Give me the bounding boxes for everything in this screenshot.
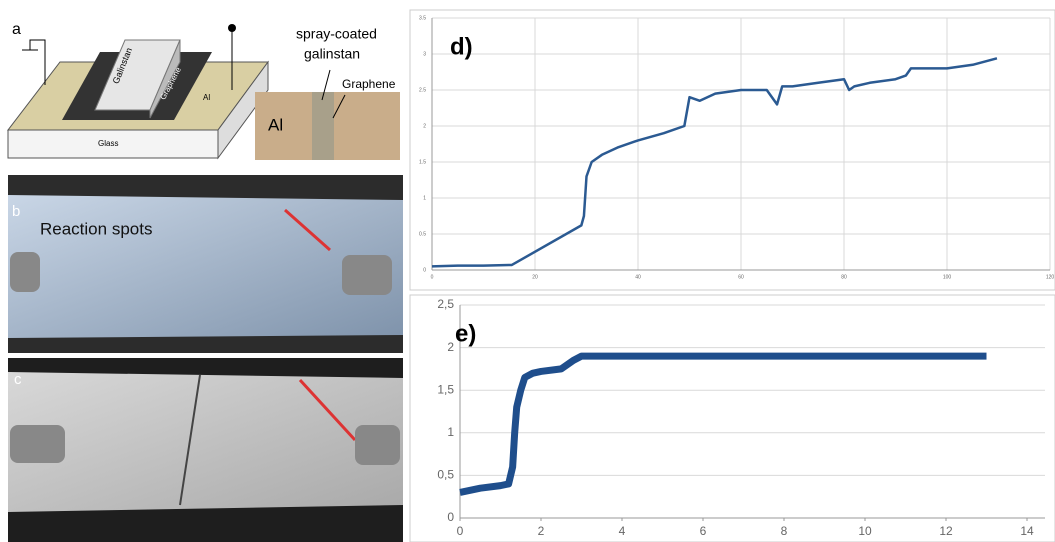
y-tick-label: 0.5 xyxy=(419,231,426,237)
schematic xyxy=(6,24,400,160)
y-tick-label: 2.5 xyxy=(419,87,426,93)
y-tick-label: 3.5 xyxy=(419,15,426,21)
x-tick-label: 4 xyxy=(619,524,626,538)
chart-title: e) xyxy=(455,320,476,347)
photo-sample xyxy=(8,372,403,512)
x-tick-label: 10 xyxy=(858,524,872,538)
annotation: Reaction spots xyxy=(40,219,152,238)
x-tick-label: 20 xyxy=(532,274,538,280)
chart-title: d) xyxy=(450,33,473,60)
y-tick-label: 2 xyxy=(447,340,454,354)
y-tick-label: 1 xyxy=(423,195,426,201)
chart-frame xyxy=(409,294,1055,542)
y-tick-label: 2 xyxy=(423,123,426,129)
schematic-label: Glass xyxy=(98,139,118,148)
y-tick-label: 3 xyxy=(423,51,426,57)
y-tick-label: 1,5 xyxy=(437,382,454,396)
x-tick-label: 0 xyxy=(457,524,464,538)
y-tick-label: 2,5 xyxy=(437,297,454,311)
data-line xyxy=(431,57,998,268)
panel-label: a xyxy=(12,21,21,38)
x-tick-label: 80 xyxy=(841,274,847,280)
inset-label: Al xyxy=(268,115,283,134)
y-tick-label: 1.5 xyxy=(419,159,426,165)
panel-label: c xyxy=(14,371,22,388)
x-tick-label: 40 xyxy=(635,274,641,280)
inset-label: Graphene xyxy=(342,77,396,91)
x-tick-label: 6 xyxy=(700,524,707,538)
x-tick-label: 14 xyxy=(1020,524,1034,538)
inset-label: galinstan xyxy=(304,46,360,62)
y-tick-label: 0 xyxy=(423,267,426,273)
data-line xyxy=(459,352,987,496)
y-tick-label: 0,5 xyxy=(437,468,454,482)
x-tick-label: 100 xyxy=(943,274,952,280)
x-tick-label: 0 xyxy=(431,274,434,280)
inset-label: spray-coated xyxy=(296,26,377,42)
x-tick-label: 120 xyxy=(1046,274,1055,280)
x-tick-label: 2 xyxy=(538,524,545,538)
panel-label: b xyxy=(12,203,20,220)
x-tick-label: 12 xyxy=(939,524,953,538)
y-tick-label: 0 xyxy=(447,510,454,524)
schematic-label: Al xyxy=(203,93,210,102)
y-tick-label: 1 xyxy=(447,425,454,439)
chart-frame xyxy=(409,9,1055,291)
photo-sample xyxy=(8,195,403,338)
x-tick-label: 60 xyxy=(738,274,744,280)
x-tick-label: 8 xyxy=(781,524,788,538)
